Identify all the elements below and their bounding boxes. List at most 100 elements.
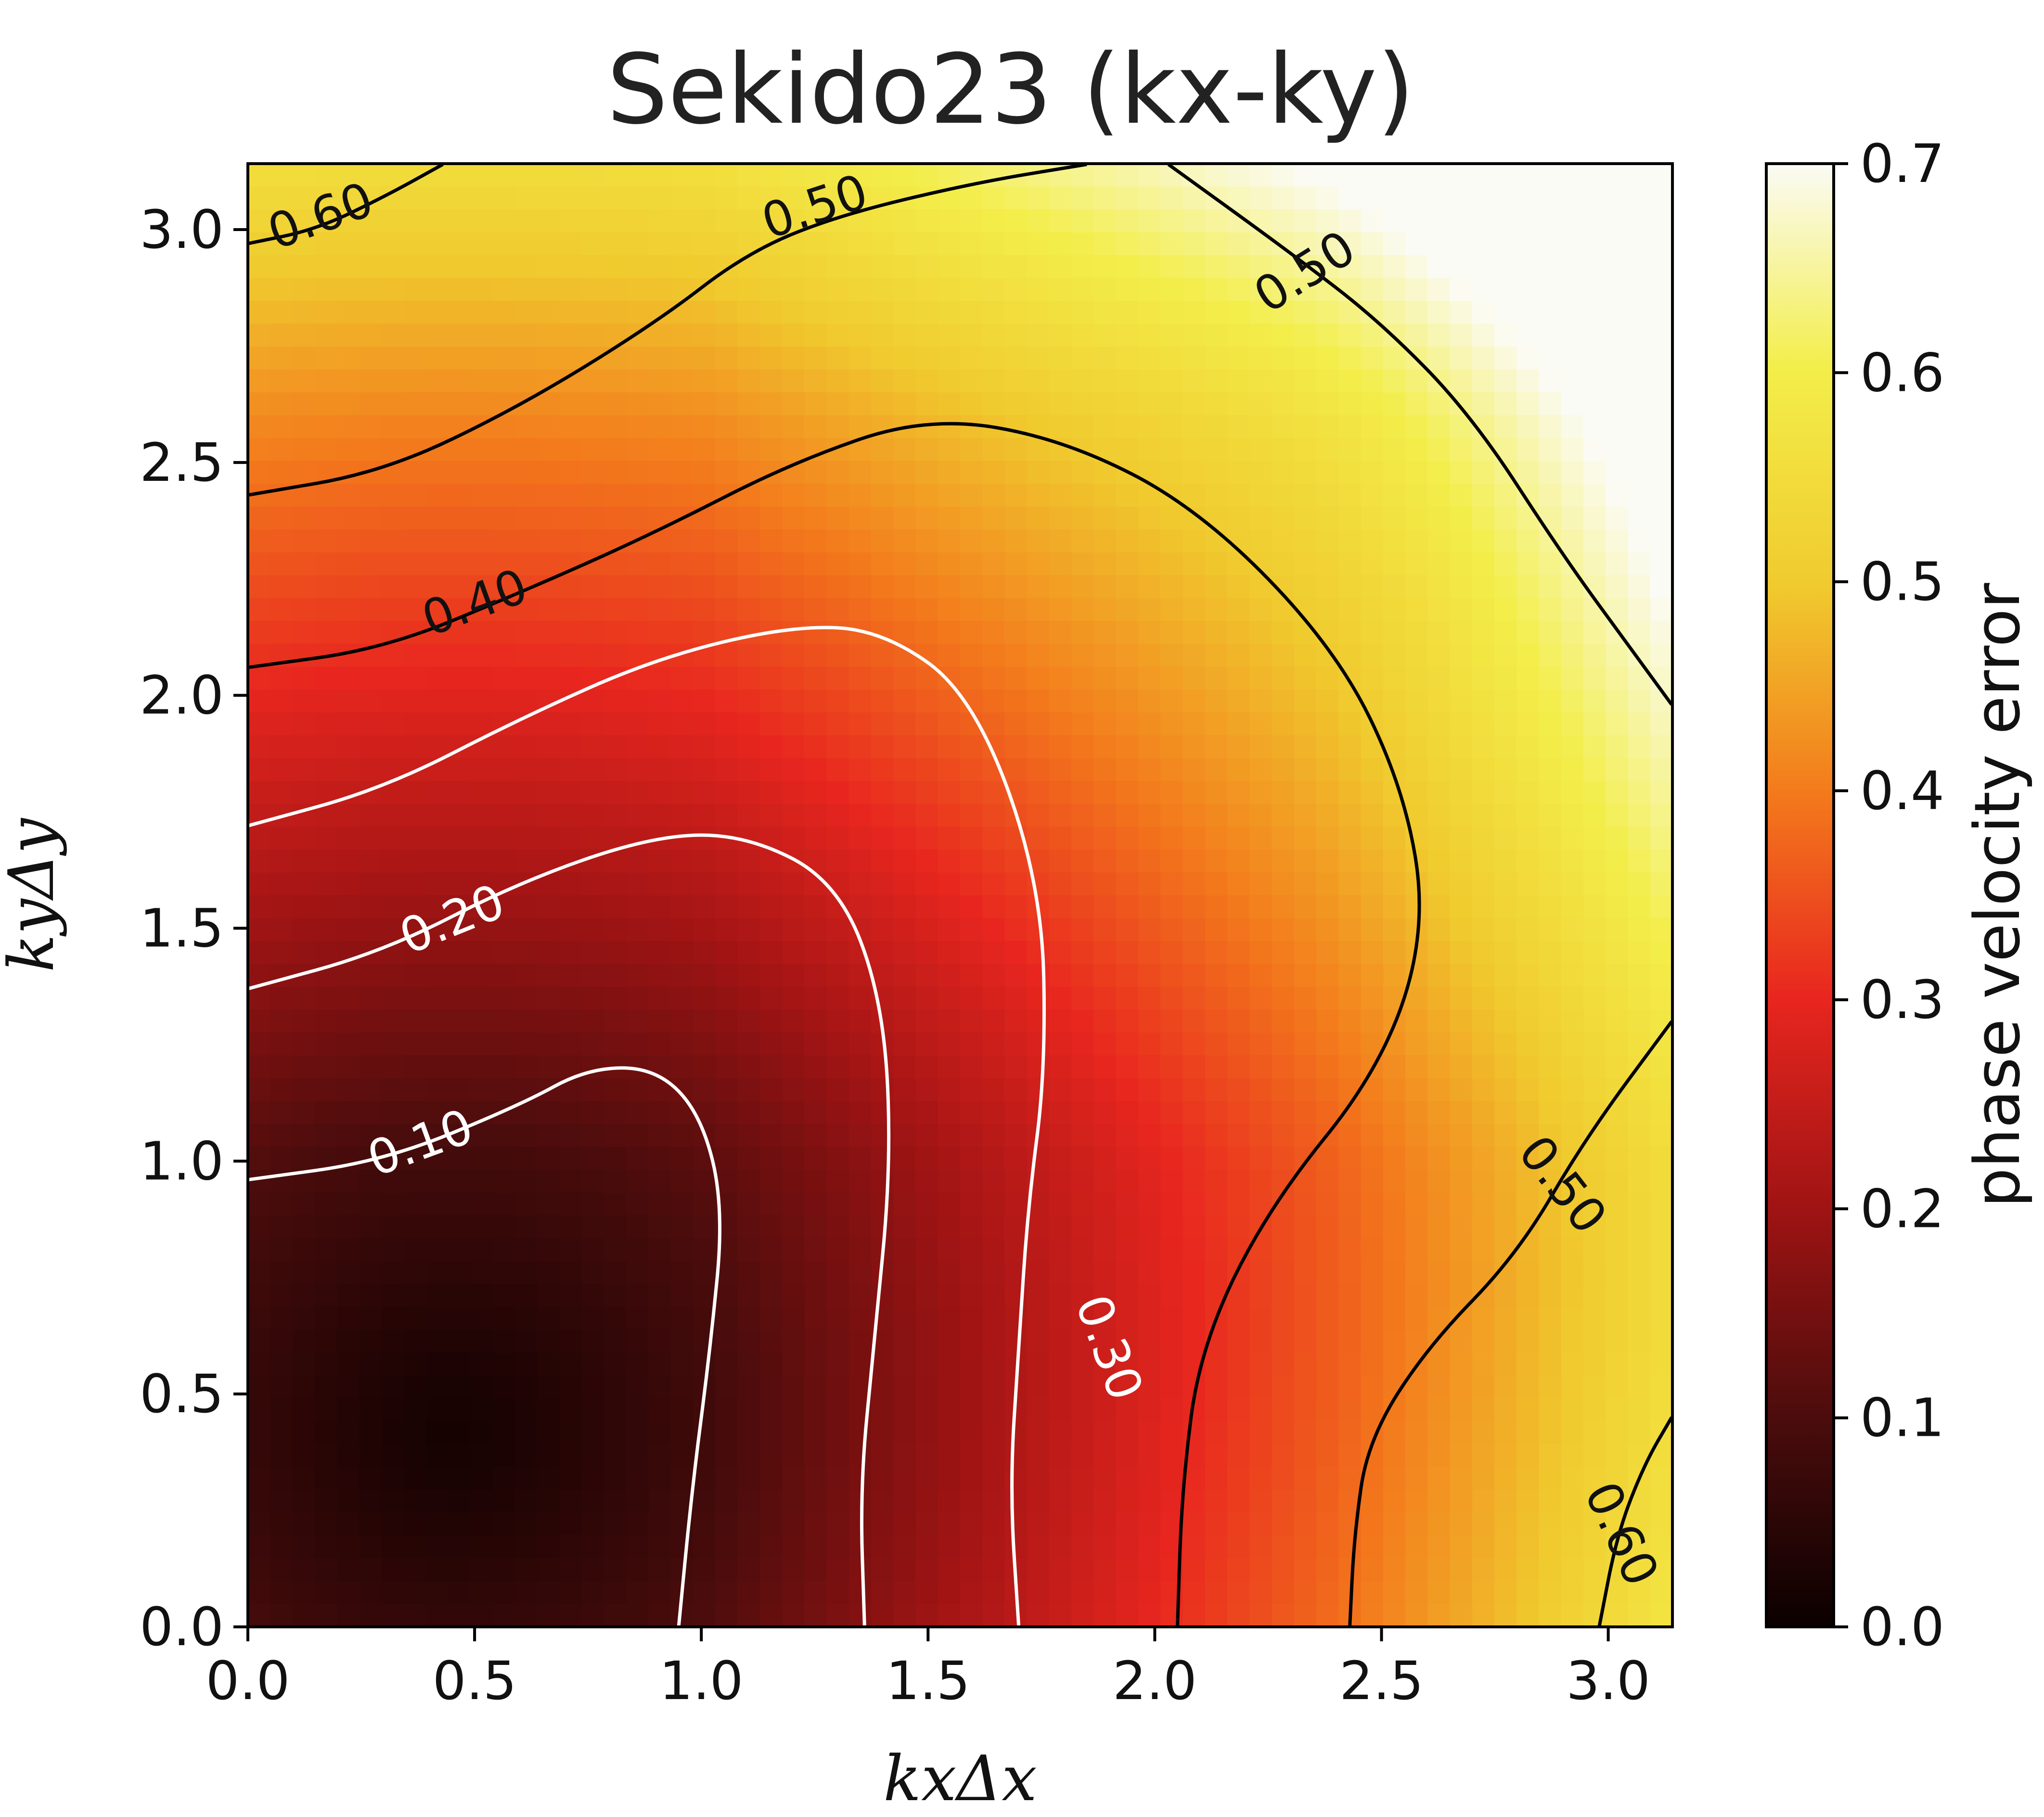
heatmap-cell: [1004, 1490, 1028, 1513]
heatmap-cell: [270, 895, 293, 919]
heatmap-cell: [715, 872, 738, 896]
heatmap-cell: [648, 781, 671, 804]
heatmap-cell: [1227, 1444, 1250, 1468]
heatmap-cell: [1517, 529, 1540, 553]
heatmap-cell: [960, 1101, 983, 1124]
heatmap-cell: [1249, 1284, 1273, 1307]
heatmap-cell: [492, 323, 515, 347]
heatmap-cell: [782, 415, 805, 438]
heatmap-cell: [1583, 1215, 1607, 1239]
heatmap-cell: [1539, 964, 1562, 987]
heatmap-cell: [1049, 1490, 1072, 1513]
heatmap-cell: [1316, 529, 1339, 553]
contour-line-0.50: [1348, 1020, 1672, 1627]
heatmap-cell: [1027, 804, 1050, 827]
heatmap-cell: [893, 529, 916, 553]
heatmap-cell: [1405, 209, 1428, 233]
heatmap-cell: [737, 689, 760, 713]
heatmap-cell: [448, 461, 471, 484]
heatmap-cell: [1539, 758, 1562, 782]
heatmap-cell: [515, 484, 538, 507]
heatmap-cell: [1272, 1467, 1295, 1490]
heatmap-cell: [604, 575, 627, 599]
heatmap-cell: [270, 164, 293, 187]
heatmap-cell: [737, 872, 760, 896]
heatmap-cell: [470, 826, 493, 850]
heatmap-cell: [982, 1558, 1005, 1582]
heatmap-cell: [1650, 1284, 1672, 1307]
heatmap-cell: [1272, 1512, 1295, 1536]
heatmap-cell: [693, 369, 716, 393]
heatmap-cell: [759, 1307, 783, 1330]
colorbar-tick-label: 0.0: [1860, 1596, 1944, 1658]
heatmap-cell: [1227, 1192, 1250, 1216]
heatmap-cell: [537, 323, 560, 347]
heatmap-cell: [337, 1192, 360, 1216]
heatmap-cell: [1316, 209, 1339, 233]
heatmap-cell: [1450, 689, 1473, 713]
heatmap-cell: [782, 1353, 805, 1376]
heatmap-cell: [1071, 689, 1094, 713]
heatmap-cell: [693, 1170, 716, 1193]
heatmap-cell: [1427, 552, 1451, 576]
heatmap-cell: [737, 1215, 760, 1239]
heatmap-cell: [982, 1192, 1005, 1216]
heatmap-cell: [492, 164, 515, 187]
heatmap-cell: [1650, 415, 1672, 438]
heatmap-cell: [403, 232, 426, 256]
heatmap-cell: [759, 255, 783, 279]
heatmap-cell: [1316, 1078, 1339, 1102]
heatmap-cell: [1361, 1101, 1384, 1124]
heatmap-cell: [715, 987, 738, 1010]
heatmap-cell: [693, 667, 716, 690]
heatmap-cell: [938, 964, 961, 987]
heatmap-cell: [715, 1032, 738, 1056]
heatmap-cell: [1361, 369, 1384, 393]
heatmap-cell: [1628, 392, 1651, 416]
heatmap-cell: [492, 1329, 515, 1353]
heatmap-cell: [1361, 781, 1384, 804]
heatmap-cell: [982, 575, 1005, 599]
heatmap-cell: [1628, 1307, 1651, 1330]
heatmap-cell: [426, 232, 449, 256]
heatmap-cell: [1338, 552, 1362, 576]
heatmap-cell: [737, 1398, 760, 1422]
heatmap-cell: [604, 1490, 627, 1513]
heatmap-cell: [1383, 1192, 1406, 1216]
heatmap-cell: [648, 369, 671, 393]
heatmap-cell: [1494, 1009, 1517, 1033]
heatmap-cell: [782, 1535, 805, 1559]
heatmap-cell: [292, 781, 315, 804]
heatmap-cell: [359, 1535, 382, 1559]
heatmap-cell: [1205, 689, 1228, 713]
heatmap-cell: [1027, 1558, 1050, 1582]
heatmap-cell: [1071, 575, 1094, 599]
heatmap-cell: [470, 323, 493, 347]
heatmap-cell: [1606, 1032, 1629, 1056]
heatmap-cell: [426, 323, 449, 347]
heatmap-cell: [1494, 621, 1517, 644]
heatmap-cell: [1517, 781, 1540, 804]
heatmap-cell: [1249, 164, 1273, 187]
heatmap-cell: [1093, 232, 1117, 256]
heatmap-cell: [1539, 1353, 1562, 1376]
heatmap-cell: [359, 1192, 382, 1216]
heatmap-cell: [737, 1558, 760, 1582]
heatmap-cell: [1561, 804, 1584, 827]
x-tick-label: 1.5: [886, 1650, 970, 1712]
heatmap-cell: [1272, 255, 1295, 279]
heatmap-cell: [559, 278, 582, 301]
heatmap-cell: [1405, 1558, 1428, 1582]
heatmap-cell: [559, 735, 582, 759]
heatmap-cell: [1561, 1512, 1584, 1536]
heatmap-cell: [1205, 164, 1228, 187]
heatmap-cell: [1427, 164, 1451, 187]
heatmap-cell: [381, 1078, 404, 1102]
heatmap-cell: [1561, 987, 1584, 1010]
heatmap-cell: [1294, 644, 1317, 667]
heatmap-cell: [1606, 895, 1629, 919]
heatmap-cell: [470, 872, 493, 896]
heatmap-cell: [1004, 964, 1028, 987]
heatmap-cell: [693, 987, 716, 1010]
heatmap-cell: [826, 667, 849, 690]
